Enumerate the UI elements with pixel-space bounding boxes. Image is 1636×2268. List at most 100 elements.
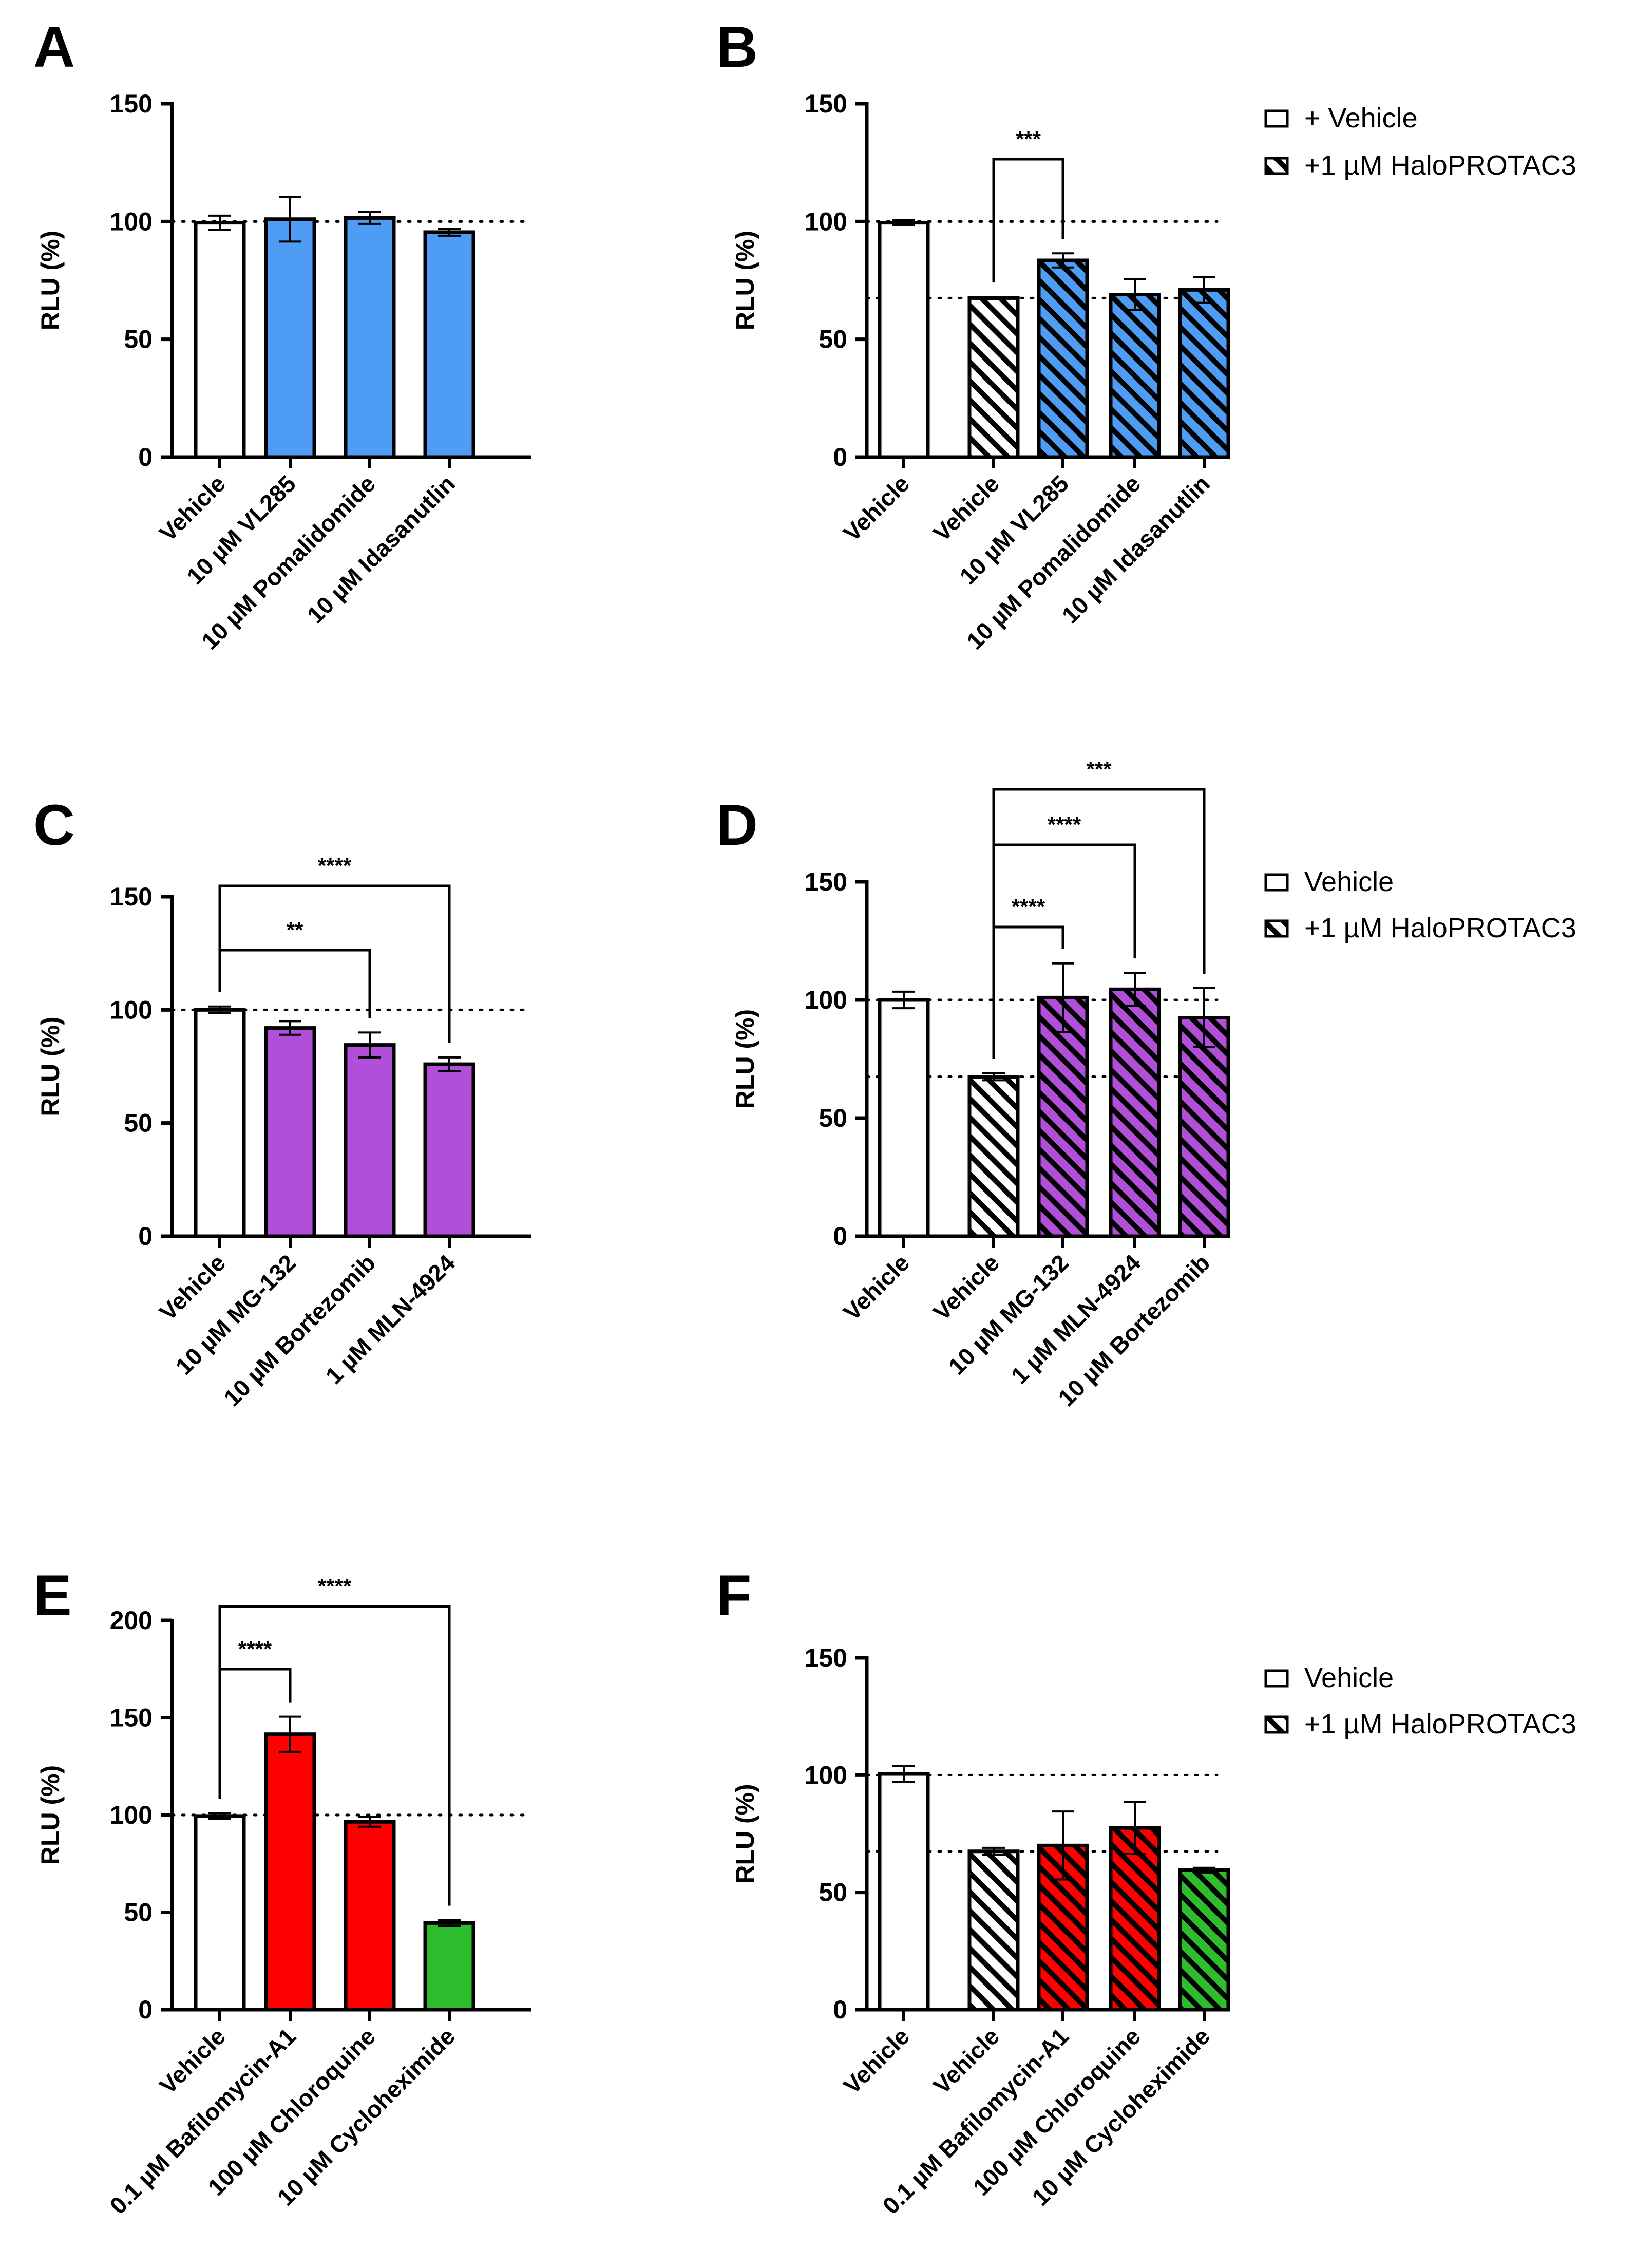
y-axis-label: RLU (%)	[731, 1009, 759, 1109]
significance-label: ***	[1086, 757, 1112, 781]
bar	[423, 1921, 475, 2012]
significance-label: ****	[238, 1637, 272, 1661]
bar	[194, 1008, 246, 1238]
y-tick-label: 50	[819, 1878, 847, 1907]
bar	[423, 230, 475, 459]
y-tick-label: 0	[833, 443, 847, 471]
bar	[967, 1849, 1020, 2012]
y-axis-label: RLU (%)	[731, 231, 759, 330]
y-tick-label: 100	[110, 1801, 153, 1829]
y-axis-label: RLU (%)	[731, 1784, 759, 1883]
y-tick-label: 0	[833, 1995, 847, 2024]
y-tick-label: 50	[819, 1104, 847, 1132]
x-tick-label: 1 µM MLN-4924	[1006, 1249, 1146, 1389]
chart-panel-D: D RLU (%) 0 50 100 150 Vehicle Vehicle 10 µM MG-…	[716, 757, 1576, 1411]
y-tick-label: 150	[805, 89, 847, 118]
bar	[878, 998, 930, 1238]
x-tick-label: Vehicle	[838, 1249, 915, 1326]
y-tick-label: 0	[833, 1222, 847, 1251]
y-tick-label: 0	[138, 1222, 153, 1251]
bar	[264, 1026, 316, 1238]
y-tick-label: 100	[110, 995, 153, 1024]
significance-bracket	[992, 788, 1206, 1059]
x-tick-label: Vehicle	[838, 2023, 915, 2099]
panel-label: C	[33, 793, 75, 857]
y-axis-label: RLU (%)	[36, 1016, 65, 1116]
bar	[423, 1062, 475, 1238]
bar	[344, 1820, 396, 2012]
significance-label: ****	[318, 1574, 352, 1598]
significance-bracket	[992, 158, 1064, 283]
y-tick-label: 100	[805, 1761, 847, 1789]
panel-label: A	[33, 15, 75, 79]
legend-label: +1 µM HaloPROTAC3	[1304, 150, 1576, 181]
bar	[878, 1772, 930, 2012]
bar	[967, 296, 1020, 459]
significance-label: **	[287, 918, 303, 942]
x-tick-label: 10 µM Bortezomib	[218, 1249, 381, 1411]
y-tick-label: 50	[124, 1898, 153, 1927]
bar	[1037, 258, 1089, 459]
panel-label: B	[716, 15, 758, 79]
panel-label: D	[716, 793, 758, 857]
y-axis-label: RLU (%)	[36, 1765, 65, 1865]
bar	[194, 1814, 246, 2012]
bar	[1109, 1826, 1161, 2012]
bar	[264, 217, 316, 459]
y-tick-label: 100	[110, 207, 153, 236]
legend-label: +1 µM HaloPROTAC3	[1304, 1709, 1576, 1740]
y-tick-label: 50	[819, 325, 847, 354]
legend-swatch	[1264, 1715, 1289, 1734]
x-tick-label: 10 µM MG-132	[943, 1249, 1074, 1379]
bar	[1178, 1016, 1230, 1238]
significance-bracket	[218, 1605, 451, 1906]
y-tick-label: 150	[110, 89, 153, 118]
bar	[344, 1043, 396, 1238]
bar	[967, 1075, 1020, 1238]
significance-bracket	[218, 884, 451, 1043]
legend-label: Vehicle	[1304, 1662, 1394, 1693]
bar	[264, 1732, 316, 2012]
legend-label: Vehicle	[1304, 866, 1394, 897]
y-tick-label: 100	[805, 986, 847, 1014]
significance-label: ***	[1016, 127, 1041, 151]
panel-label: F	[716, 1563, 751, 1628]
bar	[194, 221, 246, 459]
bar	[1109, 987, 1161, 1238]
significance-bracket	[218, 949, 371, 1018]
x-tick-label: Vehicle	[838, 470, 915, 546]
x-tick-label: 10 µM Idasanutlin	[302, 470, 461, 629]
y-tick-label: 150	[110, 1704, 153, 1732]
bar	[1178, 1868, 1230, 2012]
significance-label: ****	[1012, 895, 1045, 919]
bar	[1178, 288, 1230, 459]
significance-label: ****	[1048, 812, 1081, 837]
legend-swatch	[1264, 919, 1289, 938]
y-tick-label: 0	[138, 443, 153, 471]
legend-swatch	[1264, 109, 1289, 128]
panel-label: E	[33, 1563, 72, 1628]
legend-label: +1 µM HaloPROTAC3	[1304, 913, 1576, 943]
bar	[344, 216, 396, 459]
legend-swatch	[1264, 873, 1289, 892]
significance-label: ****	[318, 854, 352, 878]
y-tick-label: 150	[805, 867, 847, 896]
y-tick-label: 100	[805, 207, 847, 236]
y-tick-label: 50	[124, 325, 153, 354]
y-tick-label: 200	[110, 1606, 153, 1635]
y-tick-label: 0	[138, 1995, 153, 2024]
y-tick-label: 150	[805, 1643, 847, 1672]
bar	[1037, 995, 1089, 1238]
y-tick-label: 150	[110, 882, 153, 911]
bar	[1109, 293, 1161, 459]
bar	[878, 221, 930, 459]
legend-label: + Vehicle	[1304, 103, 1418, 134]
legend-swatch	[1264, 157, 1289, 175]
